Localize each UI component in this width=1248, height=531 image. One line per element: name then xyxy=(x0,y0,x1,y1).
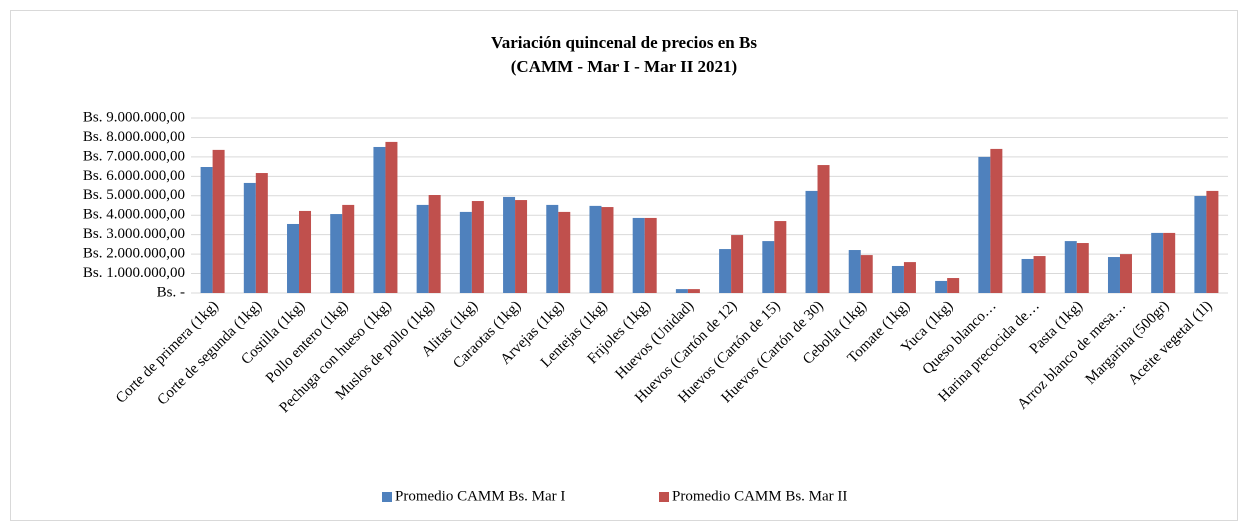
bar xyxy=(601,207,614,293)
bar xyxy=(719,249,732,293)
bar xyxy=(817,165,830,293)
bar xyxy=(903,262,916,293)
bar xyxy=(848,250,861,293)
bar xyxy=(1107,257,1120,293)
bar xyxy=(1021,258,1034,293)
y-tick-label: Bs. 8.000.000,00 xyxy=(83,129,185,145)
bar xyxy=(1163,232,1176,293)
bar xyxy=(471,201,484,293)
y-tick-label: Bs. 3.000.000,00 xyxy=(83,226,185,242)
bar xyxy=(675,289,688,293)
bar xyxy=(200,167,213,293)
bar xyxy=(990,148,1003,293)
y-tick-label: Bs. 7.000.000,00 xyxy=(83,148,185,164)
bar xyxy=(299,210,312,293)
bar xyxy=(632,217,645,293)
bar xyxy=(891,265,904,293)
bar xyxy=(385,141,398,293)
bar xyxy=(243,182,256,293)
legend-label: Promedio CAMM Bs. Mar I xyxy=(395,488,565,504)
y-tick-label: Bs. 5.000.000,00 xyxy=(83,187,185,203)
bar xyxy=(1076,243,1089,293)
legend-swatch xyxy=(659,492,669,502)
bar xyxy=(935,280,948,293)
bar xyxy=(255,173,268,293)
bar xyxy=(774,221,787,293)
bar xyxy=(978,156,991,293)
y-tick-label: Bs. 2.000.000,00 xyxy=(83,246,185,262)
bar xyxy=(947,278,960,293)
bar xyxy=(503,196,516,293)
bar xyxy=(330,214,343,293)
bar xyxy=(644,217,657,293)
chart-title: Variación quincenal de precios en Bs xyxy=(491,33,757,52)
bar xyxy=(1119,254,1132,293)
bar xyxy=(287,223,300,293)
bar xyxy=(416,204,429,293)
y-tick-label: Bs. 4.000.000,00 xyxy=(83,207,185,223)
bar xyxy=(1033,256,1046,293)
bar xyxy=(1064,241,1077,293)
bar xyxy=(589,205,602,293)
chart-subtitle: (CAMM - Mar I - Mar II 2021) xyxy=(511,57,737,76)
bar xyxy=(687,289,700,293)
bar xyxy=(860,255,873,293)
bar xyxy=(762,241,775,293)
bar xyxy=(342,204,355,293)
bar xyxy=(459,211,472,293)
bar xyxy=(373,146,386,293)
bar xyxy=(546,204,559,293)
bar xyxy=(212,149,225,293)
legend-label: Promedio CAMM Bs. Mar II xyxy=(672,488,847,504)
bar xyxy=(1151,232,1164,293)
y-tick-label: Bs. 9.000.000,00 xyxy=(83,109,185,125)
bar xyxy=(1206,190,1219,293)
legend-swatch xyxy=(382,492,392,502)
chart-border xyxy=(10,10,1238,521)
y-tick-label: Bs. - xyxy=(157,284,185,300)
bar xyxy=(515,200,528,293)
y-tick-label: Bs. 1.000.000,00 xyxy=(83,265,185,281)
y-tick-label: Bs. 6.000.000,00 xyxy=(83,168,185,184)
bar xyxy=(1194,195,1207,293)
bar xyxy=(428,195,441,293)
bar xyxy=(731,235,744,293)
bar xyxy=(558,211,571,293)
bar xyxy=(805,190,818,293)
